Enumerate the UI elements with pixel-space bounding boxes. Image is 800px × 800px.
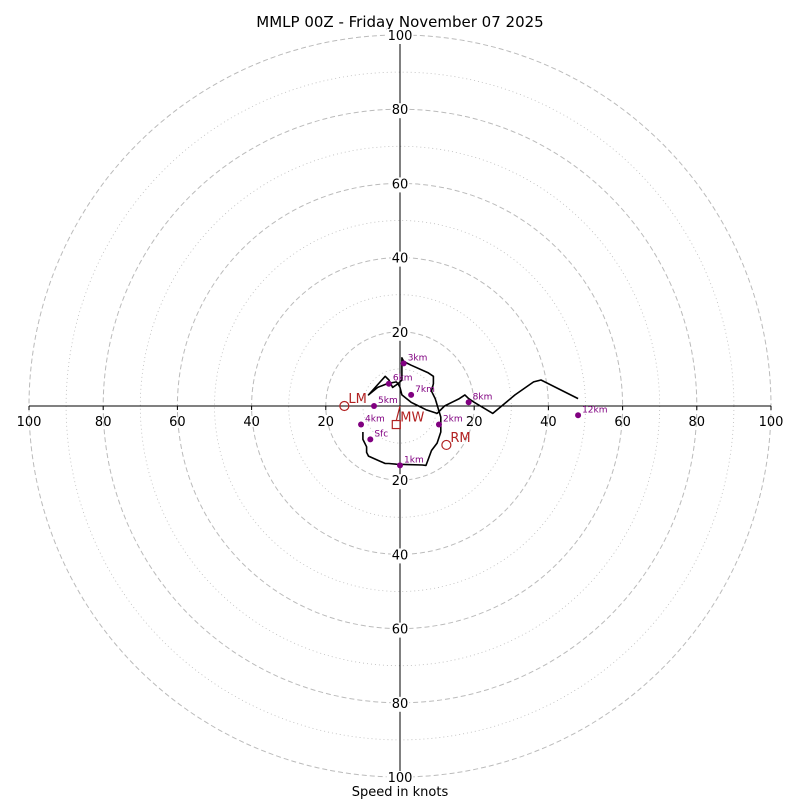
y-tick-label: 100: [388, 29, 413, 44]
level-label-3km: 3km: [408, 353, 428, 363]
level-point-5km: [371, 403, 378, 409]
x-tick-label: 100: [759, 415, 784, 430]
level-label-12km: 12km: [582, 405, 607, 415]
storm-motion-markers: LM RM MW: [339, 392, 471, 451]
level-label-5km: 5km: [378, 396, 398, 406]
motion-marker-lm: [339, 400, 350, 412]
level-point-12km: [575, 412, 582, 419]
x-tick-label: 20: [318, 415, 335, 430]
tick-label-bg: [390, 251, 410, 267]
y-tick-label: 20: [392, 474, 409, 489]
x-tick-label: 40: [243, 415, 260, 430]
level-label-sfc: Sfc: [374, 429, 388, 439]
level-label-1km: 1km: [404, 455, 424, 465]
level-point-sfc: [367, 436, 374, 443]
tick-label-bg: [390, 696, 410, 712]
tick-label-bg: [386, 771, 414, 786]
tick-label-bg: [390, 325, 410, 341]
hodograph-line: [362, 356, 579, 467]
hodograph-trace: [362, 356, 579, 467]
y-tick-label: 100: [388, 771, 413, 786]
tick-label-bg: [386, 29, 414, 44]
x-tick-label: 20: [466, 415, 483, 430]
tick-label-bg: [390, 474, 410, 490]
level-point-4km: [358, 421, 365, 428]
y-tick-label: 40: [392, 252, 409, 267]
level-point-7km: [408, 391, 415, 398]
motion-label-lm: LM: [348, 392, 366, 407]
x-tick-label: 80: [689, 415, 706, 430]
axes: 100 100 80 80 60 60 40 40 20 20 20 20 40 40 60 60 80 80 10…: [17, 29, 784, 786]
level-point-3km: [400, 360, 407, 367]
motion-label-rm: RM: [450, 431, 470, 446]
level-label-7km: 7km: [415, 385, 435, 395]
x-tick-label: 60: [614, 415, 631, 430]
tick-label-bg: [390, 177, 410, 193]
motion-vector-mw: [395, 405, 401, 421]
level-point-6km: [385, 380, 392, 387]
y-tick-label: 80: [392, 697, 409, 712]
level-point-8km: [465, 399, 472, 406]
x-tick-label: 40: [540, 415, 557, 430]
y-tick-label: 60: [392, 177, 409, 192]
motion-marker-rm: [441, 439, 452, 451]
y-tick-label: 60: [392, 623, 409, 638]
tick-label-bg: [390, 548, 410, 564]
level-label-2km: 2km: [443, 415, 463, 425]
x-tick-label: 60: [169, 415, 186, 430]
x-tick-label: 80: [95, 415, 112, 430]
level-point-2km: [435, 421, 442, 428]
level-label-6km: 6km: [393, 374, 413, 384]
chart-title: MMLP 00Z - Friday November 07 2025: [256, 13, 543, 31]
motion-marker-mw: [391, 419, 401, 430]
tick-label-bg: [390, 103, 410, 119]
motion-label-mw: MW: [400, 411, 424, 426]
x-tick-label: 100: [17, 415, 42, 430]
level-label-4km: 4km: [365, 415, 385, 425]
level-point-1km: [397, 462, 403, 469]
y-tick-label: 20: [392, 326, 409, 341]
tick-label-bg: [390, 622, 410, 638]
y-tick-label: 80: [392, 103, 409, 118]
y-tick-label: 40: [392, 548, 409, 563]
x-axis-label: Speed in knots: [352, 785, 449, 800]
level-label-8km: 8km: [473, 392, 493, 402]
